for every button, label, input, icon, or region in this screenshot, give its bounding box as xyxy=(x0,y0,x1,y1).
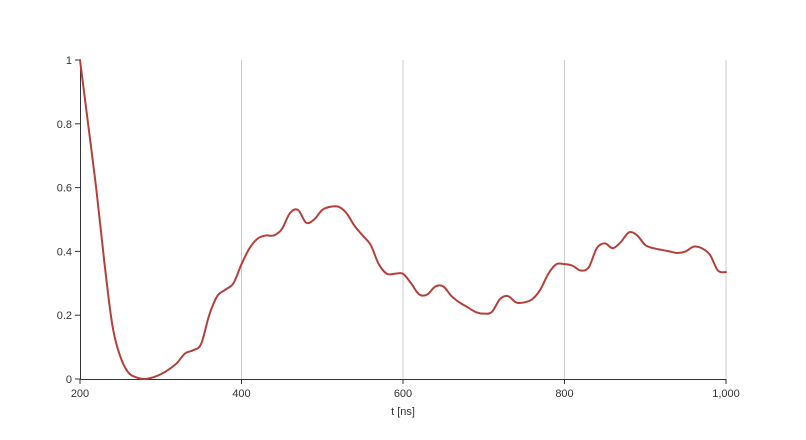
y-tick-label-4: 0.8 xyxy=(57,119,72,131)
y-tick-label-1: 0.2 xyxy=(57,310,72,322)
vertical-gridlines xyxy=(241,60,727,379)
x-tick-label-4: 1,000 xyxy=(712,388,740,400)
series-line-0 xyxy=(79,59,727,380)
y-axis-ticks: 0 0.2 0.4 0.6 0.8 1 xyxy=(57,55,80,386)
x-tick-label-1: 400 xyxy=(232,388,250,400)
x-axis-ticks: 200 400 600 800 1,000 xyxy=(71,379,740,400)
y-tick-label-2: 0.4 xyxy=(57,246,72,258)
y-tick-label-0: 0 xyxy=(66,374,72,386)
x-axis-title: t [ns] xyxy=(391,406,415,418)
series-layer xyxy=(79,59,727,380)
y-tick-label-3: 0.6 xyxy=(57,183,72,195)
x-tick-label-2: 600 xyxy=(394,388,412,400)
y-tick-label-5: 1 xyxy=(66,55,72,67)
x-tick-label-3: 800 xyxy=(555,388,573,400)
x-tick-label-0: 200 xyxy=(71,388,89,400)
